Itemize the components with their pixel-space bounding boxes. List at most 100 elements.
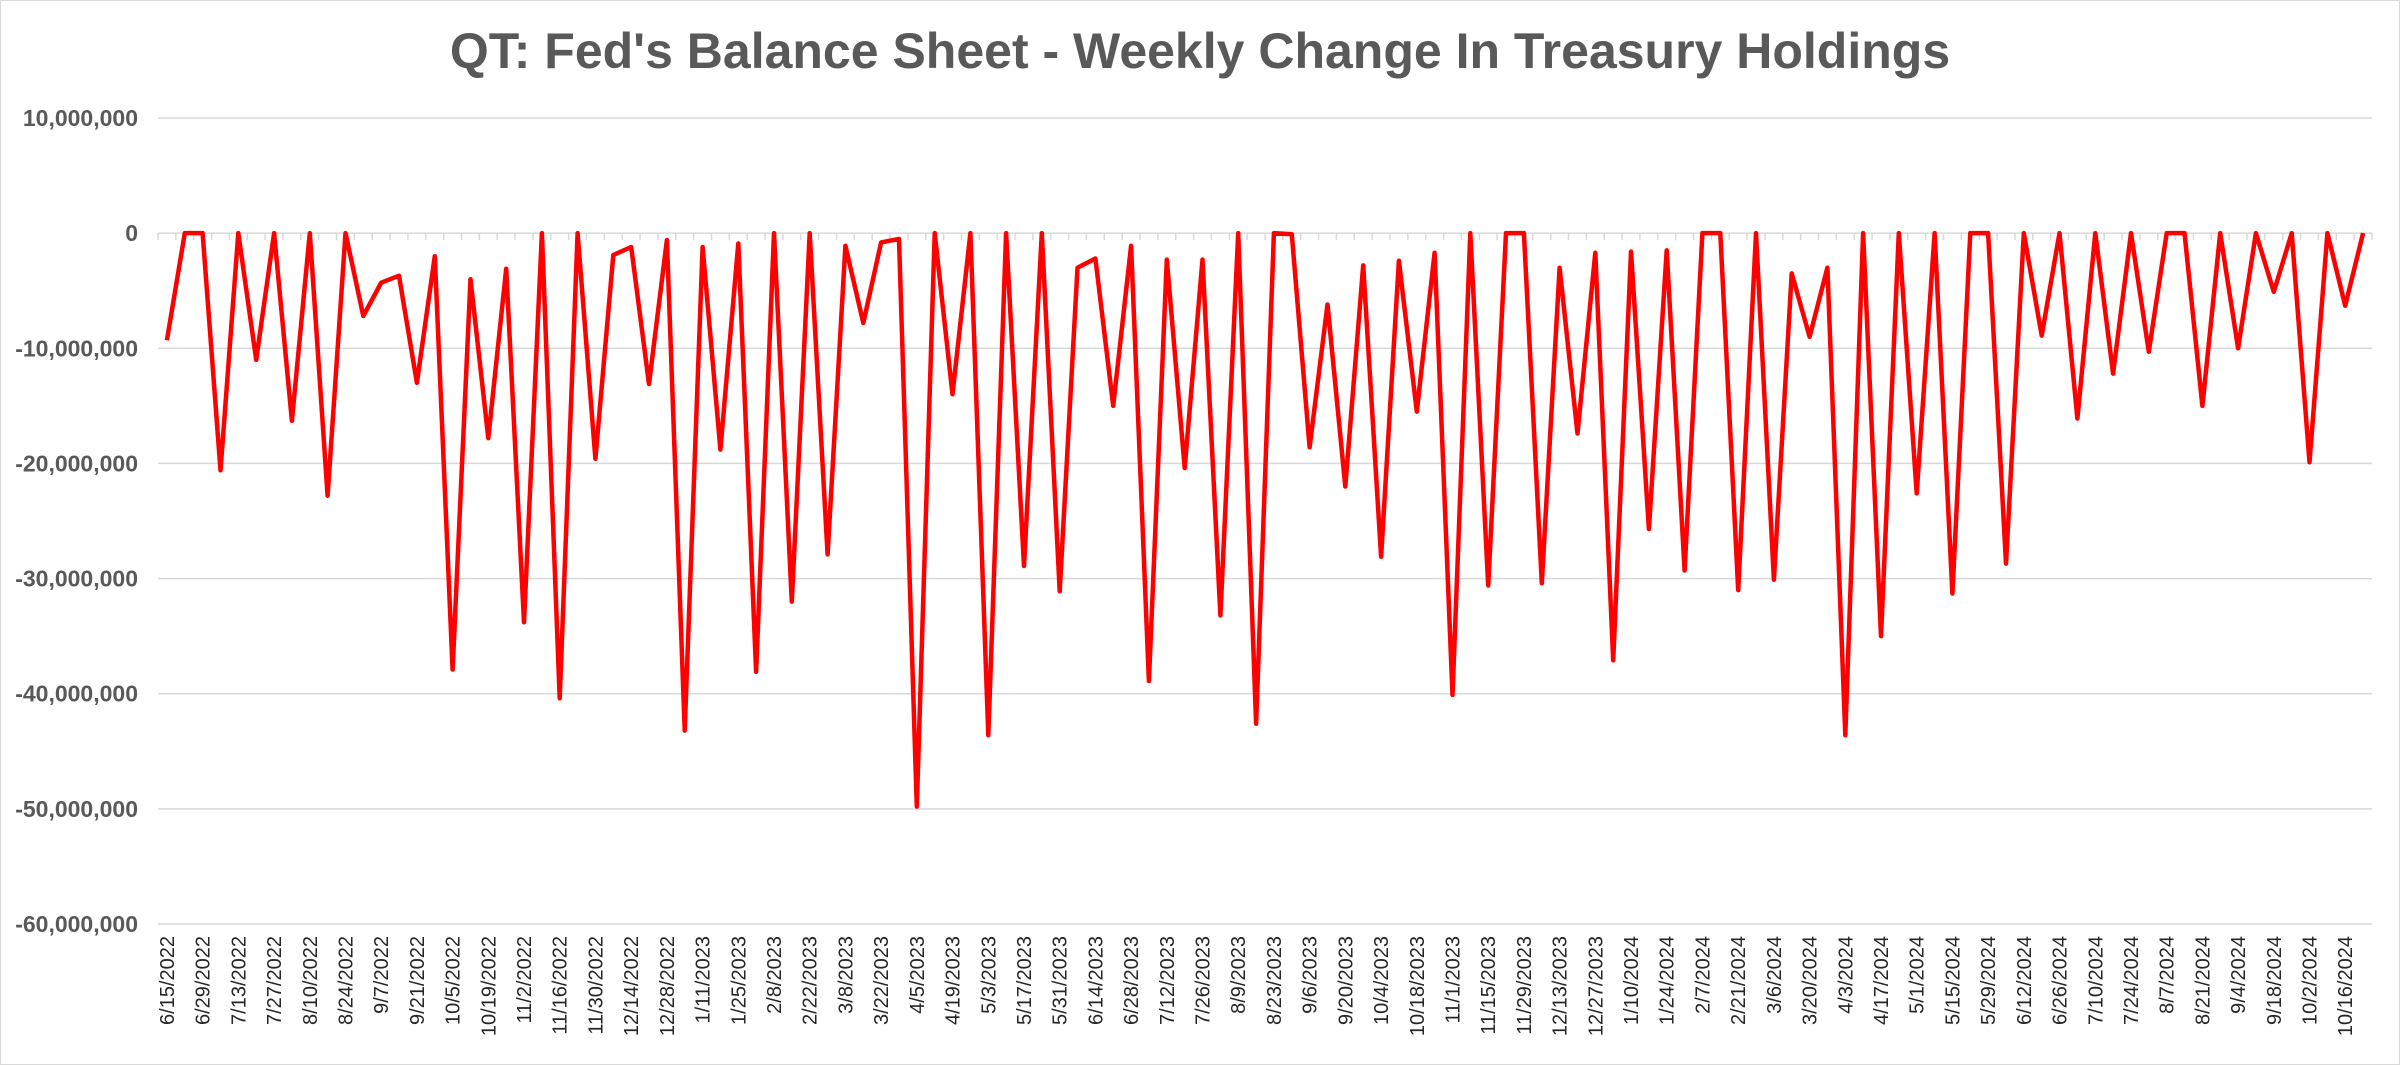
data-point — [1450, 693, 1454, 697]
data-point — [1415, 409, 1419, 413]
data-point — [1129, 244, 1133, 248]
data-point — [1861, 231, 1865, 235]
x-tick-label: 10/16/2024 — [2335, 936, 2357, 1036]
data-point — [165, 338, 169, 342]
data-point — [1307, 445, 1311, 449]
data-point — [1522, 231, 1526, 235]
data-point — [754, 670, 758, 674]
data-point — [2129, 231, 2133, 235]
x-tick-label: 6/26/2024 — [2050, 936, 2072, 1025]
data-point — [540, 231, 544, 235]
x-tick-label: 5/29/2024 — [1978, 936, 2000, 1025]
data-point — [932, 231, 936, 235]
data-point — [361, 314, 365, 318]
data-point — [343, 231, 347, 235]
data-point — [1932, 231, 1936, 235]
x-tick-label: 9/21/2022 — [407, 936, 429, 1025]
data-point — [665, 238, 669, 242]
data-point — [1325, 302, 1329, 306]
y-tick-label: -20,000,000 — [15, 450, 138, 476]
x-tick-label: 1/25/2023 — [728, 936, 750, 1025]
data-point — [254, 358, 258, 362]
x-tick-label: 12/14/2022 — [621, 936, 643, 1036]
y-tick-label: -60,000,000 — [15, 911, 138, 937]
data-point — [1843, 733, 1847, 737]
data-point — [1754, 231, 1758, 235]
x-tick-label: 9/20/2023 — [1335, 936, 1357, 1025]
data-point — [1575, 431, 1579, 435]
data-point — [1790, 271, 1794, 275]
data-point — [1879, 634, 1883, 638]
data-point — [1200, 257, 1204, 261]
data-point — [736, 241, 740, 245]
data-point — [272, 231, 276, 235]
data-point — [718, 447, 722, 451]
x-tick-label: 8/7/2024 — [2157, 936, 2179, 1014]
x-tick-label: 1/24/2024 — [1657, 936, 1679, 1025]
data-point — [1432, 251, 1436, 255]
data-point — [825, 552, 829, 556]
data-point — [950, 392, 954, 396]
data-point — [1093, 256, 1097, 260]
data-point — [647, 382, 651, 386]
data-point — [1700, 231, 1704, 235]
data-point — [790, 599, 794, 603]
data-point — [1057, 589, 1061, 593]
data-point — [629, 245, 633, 249]
data-point — [1111, 404, 1115, 408]
data-point — [1361, 263, 1365, 267]
x-tick-label: 3/8/2023 — [835, 936, 857, 1014]
data-point — [2218, 231, 2222, 235]
y-tick-label: -40,000,000 — [15, 681, 138, 707]
data-point — [1807, 335, 1811, 339]
data-point — [1557, 265, 1561, 269]
x-tick-label: 3/6/2024 — [1764, 936, 1786, 1014]
data-point — [2182, 231, 2186, 235]
data-point — [1647, 527, 1651, 531]
data-point — [2022, 231, 2026, 235]
x-tick-label: 12/27/2023 — [1585, 936, 1607, 1036]
x-tick-label: 3/22/2023 — [871, 936, 893, 1025]
data-point — [897, 237, 901, 241]
x-tick-label: 9/4/2024 — [2228, 936, 2250, 1014]
y-tick-label: 0 — [125, 220, 138, 246]
data-point — [2039, 333, 2043, 337]
data-point — [2361, 231, 2365, 235]
x-tick-label: 7/27/2022 — [264, 936, 286, 1025]
x-tick-label: 2/22/2023 — [800, 936, 822, 1025]
x-tick-label: 7/10/2024 — [2085, 936, 2107, 1025]
y-tick-label: -50,000,000 — [15, 796, 138, 822]
data-point — [1040, 231, 1044, 235]
data-point — [1272, 231, 1276, 235]
x-tick-label: 12/28/2022 — [657, 936, 679, 1036]
data-point — [611, 253, 615, 257]
data-point — [1236, 231, 1240, 235]
data-point — [1290, 232, 1294, 236]
x-tick-label: 11/2/2022 — [514, 936, 536, 1024]
data-point — [450, 667, 454, 671]
data-point — [558, 696, 562, 700]
data-point — [1986, 231, 1990, 235]
y-tick-label: 10,000,000 — [23, 105, 138, 131]
x-tick-label: 7/26/2023 — [1193, 936, 1215, 1025]
data-point — [415, 381, 419, 385]
data-point — [1004, 231, 1008, 235]
x-tick-label: 5/1/2024 — [1907, 936, 1929, 1014]
x-tick-label: 10/19/2022 — [478, 936, 500, 1036]
x-tick-label: 8/24/2022 — [335, 936, 357, 1025]
data-point — [397, 274, 401, 278]
x-tick-label: 9/18/2024 — [2264, 936, 2286, 1025]
data-point — [1950, 591, 1954, 595]
data-point — [486, 436, 490, 440]
data-point — [2093, 231, 2097, 235]
data-point — [2254, 231, 2258, 235]
data-point — [772, 231, 776, 235]
x-tick-label: 11/29/2023 — [1514, 936, 1536, 1035]
data-point — [879, 240, 883, 244]
data-point — [1611, 658, 1615, 662]
data-point — [1629, 249, 1633, 253]
data-point — [2289, 231, 2293, 235]
data-point — [2343, 303, 2347, 307]
data-point — [1468, 231, 1472, 235]
y-tick-label: -10,000,000 — [15, 335, 138, 361]
